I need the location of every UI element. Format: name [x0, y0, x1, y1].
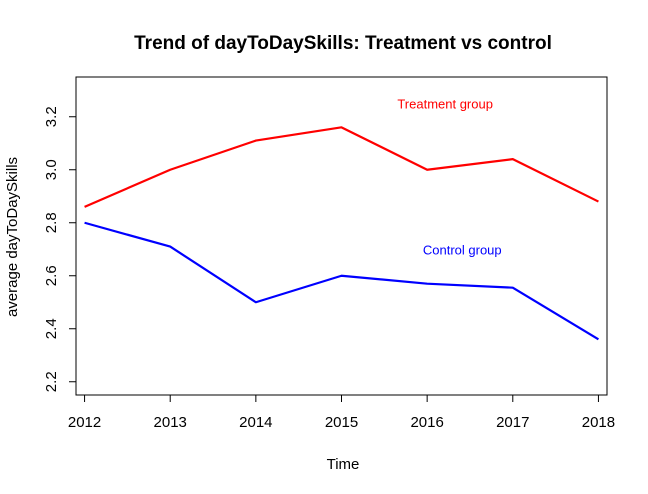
y-tick-label: 3.0: [43, 159, 60, 180]
x-tick-label: 2015: [325, 414, 358, 431]
x-axis-label: Time: [327, 456, 360, 473]
y-tick-label: 2.8: [43, 212, 60, 233]
x-tick-label: 2014: [239, 414, 272, 431]
x-tick-label: 2016: [410, 414, 443, 431]
chart-title: Trend of dayToDaySkills: Treatment vs co…: [134, 33, 552, 54]
x-tick-label: 2013: [154, 414, 187, 431]
series-label: Control group: [423, 242, 502, 257]
y-tick-label: 2.6: [43, 265, 60, 286]
series-line-control: [84, 221, 600, 341]
plot-frame: [75, 76, 608, 396]
y-tick-label: 3.2: [43, 106, 60, 127]
y-tick-label: 2.2: [43, 371, 60, 392]
x-tick-label: 2018: [582, 414, 615, 431]
x-tick-label: 2017: [496, 414, 529, 431]
x-axis: 2012 2013 2014 2015 2016 2017 2018: [68, 394, 615, 431]
x-tick-label: 2012: [68, 414, 101, 431]
series-line-treatment: [84, 126, 599, 208]
y-axis: 2.2 2.4 2.6 2.8 3.0 3.2: [43, 106, 77, 392]
series-label: Treatment group: [397, 97, 493, 112]
series-layer: Treatment group Control group: [84, 97, 600, 341]
y-tick-label: 2.4: [43, 318, 60, 339]
y-axis-label: average dayToDaySkills: [4, 157, 21, 317]
